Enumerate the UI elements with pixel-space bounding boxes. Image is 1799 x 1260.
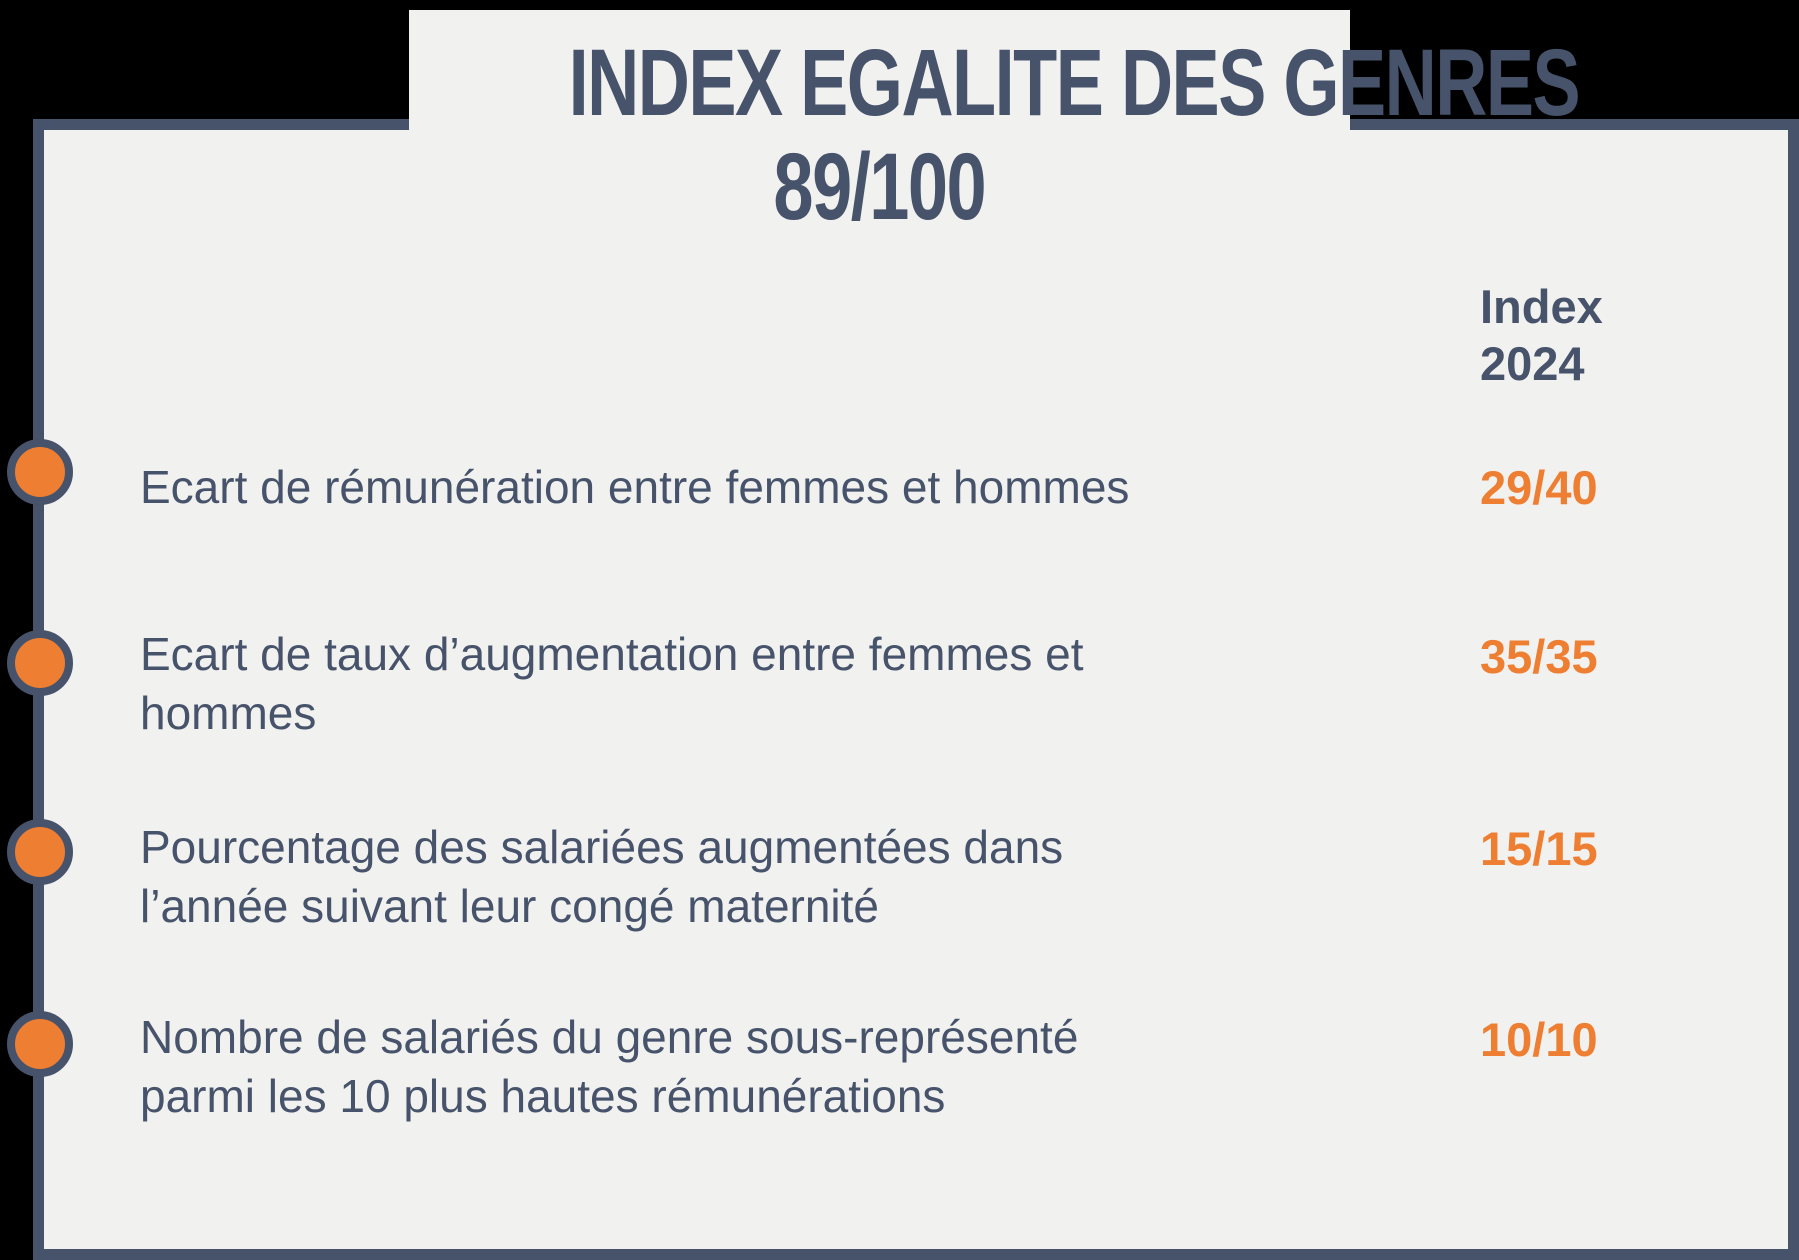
index-2024-column-header: Index 2024 [1480, 280, 1603, 391]
metric-value-augmentation: 35/35 [1480, 630, 1598, 683]
score-card [33, 119, 1799, 1260]
metric-label-augmentation: Ecart de taux d’augmentation entre femme… [140, 628, 1084, 739]
metric-value-hautes-remunerations: 10/10 [1480, 1013, 1598, 1066]
overall-score: 89/100 [773, 134, 987, 240]
bullet-circle-icon [7, 630, 73, 696]
page-title: INDEX EGALITE DES GENRES [568, 30, 1581, 136]
metric-label-remuneration: Ecart de rémunération entre femmes et ho… [140, 461, 1130, 513]
metric-label-hautes-remunerations: Nombre de salariés du genre sous-représe… [140, 1011, 1079, 1122]
metric-label-conge-maternite: Pourcentage des salariées augmentées dan… [140, 821, 1064, 932]
bullet-circle-icon [7, 1011, 73, 1077]
bullet-circle-icon [7, 439, 73, 505]
title-box: INDEX EGALITE DES GENRES 89/100 [409, 10, 1581, 235]
bullet-circle-icon [7, 819, 73, 885]
metric-value-remuneration: 29/40 [1480, 461, 1598, 514]
metric-value-conge-maternite: 15/15 [1480, 822, 1598, 875]
